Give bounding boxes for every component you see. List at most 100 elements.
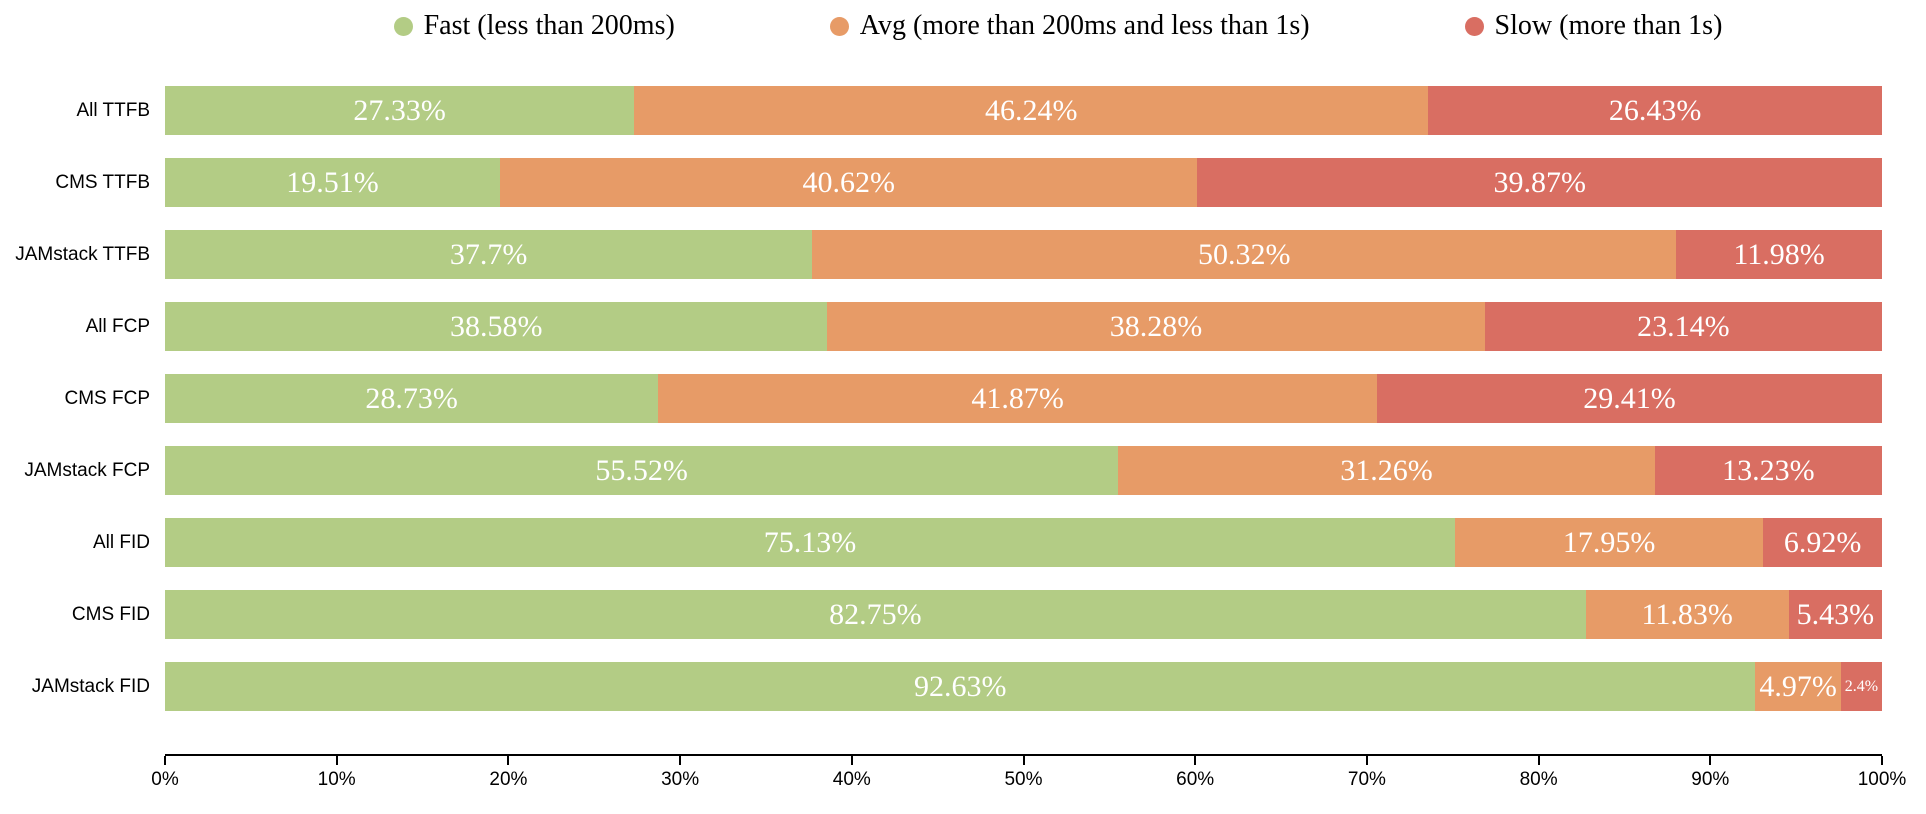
category-label: All FID [93, 531, 150, 553]
axis-tick [1365, 756, 1368, 765]
bar-segment: 46.24% [634, 86, 1429, 135]
axis-tick-label: 80% [1519, 769, 1558, 790]
axis-tick-label: 10% [317, 769, 356, 790]
segment-value-label: 6.92% [1783, 525, 1862, 559]
category-label: All TTFB [76, 99, 150, 121]
legend-label: Fast (less than 200ms) [423, 10, 675, 41]
segment-value-label: 11.83% [1641, 597, 1733, 631]
bar-segment: 92.63% [165, 662, 1756, 711]
axis-tick-label: 90% [1691, 769, 1730, 790]
bar-segment: 13.23% [1654, 446, 1882, 495]
bar-segment: 11.98% [1676, 230, 1882, 279]
bar-row: All FCP 38.58% 38.28% 23.14% [0, 302, 1926, 351]
bar-segment: 39.87% [1197, 158, 1882, 207]
segment-value-label: 39.87% [1493, 165, 1586, 199]
bar-track: 28.73% 41.87% 29.41% [165, 374, 1882, 423]
bar-segment: 23.14% [1484, 302, 1882, 351]
segment-value-label: 92.63% [913, 669, 1007, 703]
segment-value-label: 17.95% [1562, 525, 1656, 559]
legend-item: Fast (less than 200ms) [393, 10, 675, 42]
bar-track: 75.13% 17.95% 6.92% [165, 518, 1882, 567]
bar-row: JAMstack FCP 55.52% 31.26% 13.23% [0, 446, 1926, 495]
bar-segment: 29.41% [1377, 374, 1882, 423]
x-axis: 0% 10% 20% 30% 40% 50% 60% 70% 80% 90% 100% [151, 754, 1906, 790]
bar-segment: 50.32% [812, 230, 1677, 279]
axis-tick-label: 50% [1004, 769, 1043, 790]
axis-tick [1881, 756, 1883, 765]
bar-segment: 5.43% [1788, 590, 1883, 639]
axis-tick [1194, 756, 1197, 765]
axis-tick [1537, 756, 1540, 765]
bar-row: All TTFB 27.33% 46.24% 26.43% [0, 86, 1926, 135]
bar-row: JAMstack FID 92.63% 4.97% 2.4% [0, 662, 1926, 711]
segment-value-label: 13.23% [1722, 453, 1815, 487]
bar-segment: 17.95% [1454, 518, 1764, 567]
bar-segment: 55.52% [165, 446, 1119, 495]
segment-value-label: 2.4% [1844, 677, 1879, 695]
axis-tick [507, 756, 510, 765]
axis-tick-label: 100% [1857, 769, 1907, 790]
bar-row: CMS FID 82.75% 11.83% 5.43% [0, 590, 1926, 639]
bar-segment: 28.73% [165, 374, 659, 423]
bar-track: 37.7% 50.32% 11.98% [165, 230, 1882, 279]
segment-value-label: 46.24% [984, 93, 1078, 127]
legend-item: Avg (more than 200ms and less than 1s) [829, 10, 1310, 42]
category-label: All FCP [85, 315, 150, 337]
axis-tick [1709, 756, 1712, 765]
bar-segment: 19.51% [165, 158, 500, 207]
bar-segment: 38.58% [165, 302, 828, 351]
bar-row: CMS FCP 28.73% 41.87% 29.41% [0, 374, 1926, 423]
segment-value-label: 37.7% [449, 237, 528, 271]
segment-value-label: 82.75% [829, 597, 922, 631]
bar-track: 55.52% 31.26% 13.23% [165, 446, 1882, 495]
bar-segment: 26.43% [1428, 86, 1882, 135]
bar-segment: 4.97% [1755, 662, 1841, 711]
bar-segment: 11.83% [1585, 590, 1789, 639]
segment-value-label: 28.73% [365, 381, 458, 415]
bar-row: CMS TTFB 19.51% 40.62% 39.87% [0, 158, 1926, 207]
legend-swatch-icon [1464, 16, 1484, 36]
category-label: CMS FCP [64, 387, 151, 409]
bar-segment: 41.87% [658, 374, 1378, 423]
segment-value-label: 23.14% [1637, 309, 1730, 343]
segment-value-label: 50.32% [1198, 237, 1291, 271]
axis-tick-label: 40% [832, 769, 871, 790]
bar-segment: 27.33% [165, 86, 635, 135]
bar-segment: 40.62% [499, 158, 1198, 207]
bar-track: 38.58% 38.28% 23.14% [165, 302, 1882, 351]
bar-track: 27.33% 46.24% 26.43% [165, 86, 1882, 135]
segment-value-label: 55.52% [595, 453, 688, 487]
bar-track: 19.51% 40.62% 39.87% [165, 158, 1882, 207]
segment-value-label: 27.33% [353, 93, 446, 127]
axis-tick [335, 756, 338, 765]
category-label: CMS FID [71, 603, 150, 625]
segment-value-label: 11.98% [1733, 237, 1825, 271]
segment-value-label: 40.62% [802, 165, 895, 199]
axis-tick [679, 756, 682, 765]
bar-segment: 75.13% [165, 518, 1455, 567]
bar-track: 82.75% 11.83% 5.43% [165, 590, 1883, 639]
segment-value-label: 4.97% [1759, 669, 1837, 703]
axis-tick-label: 0% [151, 769, 179, 790]
axis-tick-label: 60% [1176, 769, 1215, 790]
segment-value-label: 38.58% [449, 309, 543, 343]
segment-value-label: 31.26% [1340, 453, 1433, 487]
segment-value-label: 75.13% [763, 525, 857, 559]
bar-segment: 37.7% [165, 230, 813, 279]
segment-value-label: 5.43% [1796, 597, 1875, 631]
axis-tick [164, 756, 166, 765]
bar-segment: 2.4% [1840, 662, 1882, 711]
segment-value-label: 29.41% [1583, 381, 1676, 415]
category-label: JAMstack FID [31, 675, 150, 697]
bar-row: All FID 75.13% 17.95% 6.92% [0, 518, 1926, 567]
category-label: CMS TTFB [55, 171, 150, 193]
axis-tick-label: 70% [1347, 769, 1386, 790]
axis-tick-label: 30% [661, 769, 700, 790]
axis-tick [850, 756, 853, 765]
category-label: JAMstack TTFB [15, 243, 150, 265]
bar-segment: 38.28% [827, 302, 1485, 351]
axis-tick-label: 20% [489, 769, 528, 790]
legend-item: Slow (more than 1s) [1464, 10, 1722, 42]
bar-segment: 31.26% [1118, 446, 1655, 495]
